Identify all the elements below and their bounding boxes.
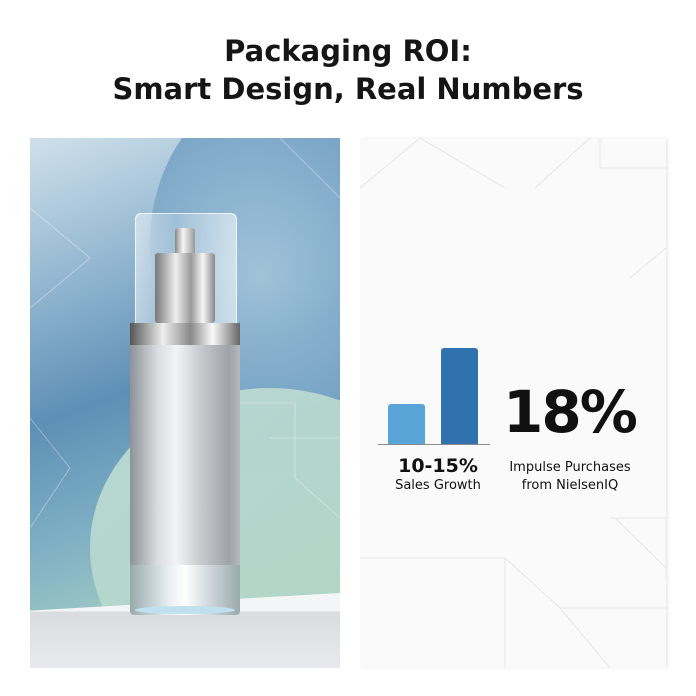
geometric-lines <box>360 138 666 668</box>
geometric-lines <box>30 138 340 529</box>
product-image-panel <box>30 138 340 668</box>
sales-growth-label: Sales Growth <box>395 478 481 493</box>
impulse-label-line-1: Impulse Purchases <box>509 460 631 475</box>
bottle-pump <box>155 253 215 323</box>
page-title: Packaging ROI: Smart Design, Real Number… <box>0 32 696 108</box>
stats-panel: 10-15% Sales Growth 18% Impulse Purchase… <box>360 138 666 668</box>
sales-growth-value: 10-15% <box>398 455 478 477</box>
impulse-value: 18% <box>503 378 638 446</box>
bottle-collar <box>130 323 240 345</box>
bottle-body <box>130 345 240 565</box>
impulse-label-line-2: from NielsenIQ <box>521 478 619 493</box>
chart-baseline <box>378 444 490 445</box>
bar-1 <box>388 403 425 444</box>
title-line-1: Packaging ROI: <box>224 34 472 68</box>
title-line-2: Smart Design, Real Numbers <box>112 72 584 106</box>
bottle-base-tint <box>135 606 235 614</box>
bar-2 <box>441 348 478 444</box>
impulse-stat: Impulse Purchases from NielsenIQ <box>500 459 640 495</box>
bottle-nozzle <box>175 228 195 256</box>
sales-growth-stat: 10-15% Sales Growth <box>378 455 498 494</box>
